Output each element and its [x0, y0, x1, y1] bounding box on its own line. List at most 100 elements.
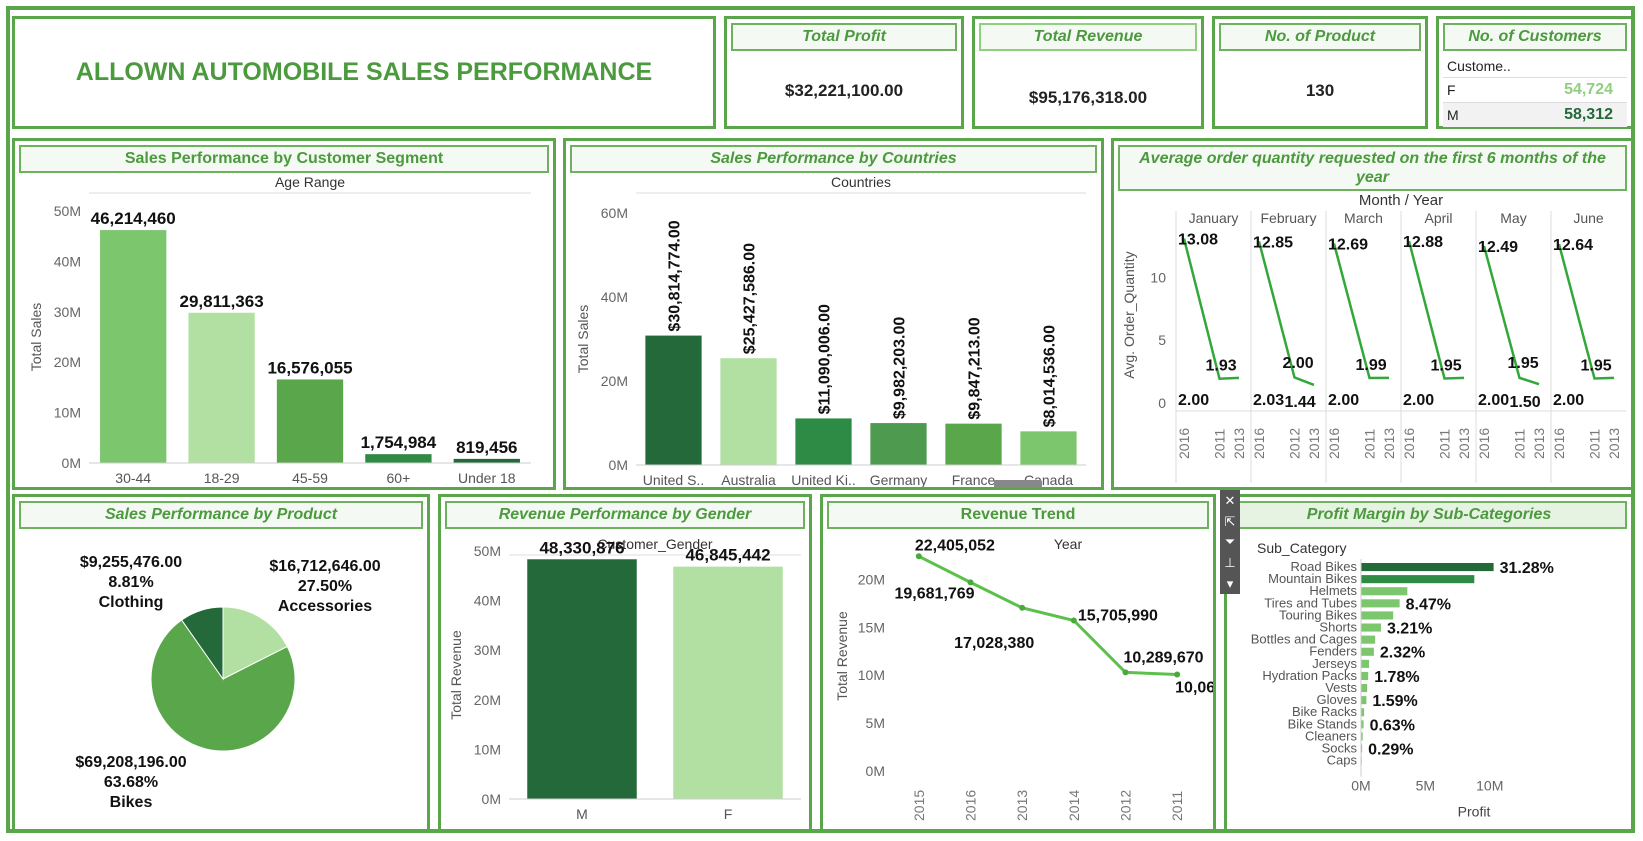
order-qty-panel-title: Average order quantity requested on the …: [1118, 145, 1627, 191]
slice-amount: $69,208,196.00: [75, 754, 186, 771]
year-tick-label: 2013: [1531, 428, 1547, 459]
year-tick-label: 2013: [1306, 428, 1322, 459]
kpi-customers-label: No. of Customers: [1443, 23, 1627, 51]
data-label: 1.95: [1508, 355, 1539, 372]
data-label: 1.93: [1206, 358, 1237, 375]
customers-row-m[interactable]: M 58,312: [1443, 103, 1627, 127]
bar: [1361, 599, 1400, 608]
data-label: 2.03: [1253, 392, 1284, 409]
data-label: 3.21%: [1387, 621, 1432, 638]
category-label: Tires and Tubes: [1264, 595, 1357, 610]
year-tick-label: 2013: [1456, 428, 1472, 459]
bar: [1361, 575, 1475, 584]
series-line: [1332, 243, 1390, 380]
order-qty-panel: Average order quantity requested on the …: [1111, 138, 1634, 490]
month-label: January: [1189, 210, 1239, 226]
x-tick-label: Australia: [721, 472, 776, 487]
bar: [188, 312, 255, 463]
x-tick-label: 60+: [387, 470, 411, 486]
slice-category: Accessories: [278, 598, 372, 615]
countries-chart: Countries 0M 20M 40M 60M Total Sales United S.…: [575, 175, 1086, 487]
bar: [1361, 708, 1365, 717]
bar: [945, 423, 1002, 465]
kpi-products-value: 130: [1305, 80, 1335, 100]
popout-icon[interactable]: ⇱: [1224, 513, 1236, 529]
close-icon[interactable]: ✕: [1224, 492, 1236, 508]
month-label: April: [1424, 210, 1452, 226]
y-tick-label: 0M: [482, 791, 501, 807]
data-label: 12.64: [1553, 237, 1593, 254]
segment-chart: Age Range 0M 10M 20M 30M 40M 50M Total Sales 30-…: [28, 175, 531, 486]
data-label: 1.78%: [1374, 669, 1419, 686]
kpi-total-revenue: Total Revenue $95,176,318.00: [972, 16, 1204, 129]
data-label: 1.59%: [1372, 693, 1417, 710]
data-label: 2.32%: [1380, 645, 1425, 662]
data-label: 1.50: [1510, 394, 1541, 411]
y-tick-label: 20M: [474, 692, 501, 708]
data-label: 15,705,990: [1078, 607, 1158, 624]
y-axis-label: Total Revenue: [448, 630, 464, 720]
drag-handle[interactable]: [994, 480, 1042, 488]
bar: [795, 418, 852, 465]
chart-header: Year: [1054, 536, 1083, 552]
x-tick-label: 2012: [1118, 790, 1134, 821]
chart-header: Customer_Gender: [597, 536, 713, 552]
gender-panel-title: Revenue Performance by Gender: [445, 501, 805, 529]
y-tick-label: 30M: [54, 304, 81, 320]
data-label: 10,289,670: [1124, 649, 1204, 666]
category-label: Vests: [1325, 680, 1357, 695]
x-tick-label: M: [576, 806, 588, 822]
bar: [1361, 623, 1381, 632]
trend-point: [915, 553, 922, 560]
y-tick-label: 10M: [474, 741, 501, 757]
category-label: Helmets: [1309, 583, 1357, 598]
trend-panel: Revenue Trend Year 0M 5M 10M 15M 20M Total Rev…: [820, 494, 1216, 832]
data-label: 12.49: [1478, 239, 1518, 256]
series-line: [1557, 243, 1615, 380]
bar: [673, 566, 783, 799]
category-label: Bottles and Cages: [1251, 632, 1358, 647]
year-tick-label: 2013: [1231, 428, 1247, 459]
data-label: 16,576,055: [267, 358, 352, 377]
pin-icon[interactable]: ⊥: [1224, 555, 1236, 571]
customers-row-key: M: [1447, 107, 1459, 123]
data-label: 46,845,442: [685, 546, 770, 565]
category-label: Road Bikes: [1291, 559, 1358, 574]
data-label: 22,405,052: [915, 537, 995, 554]
year-tick-label: 2016: [1326, 428, 1342, 459]
data-label: 1.95: [1581, 357, 1612, 374]
more-icon[interactable]: ▾: [1226, 576, 1234, 592]
year-tick-label: 2011: [1437, 429, 1453, 459]
segment-panel-title: Sales Performance by Customer Segment: [19, 145, 549, 173]
month-label: May: [1500, 210, 1526, 226]
customers-row-f[interactable]: F 54,724: [1443, 78, 1627, 103]
bar: [1361, 671, 1369, 680]
kpi-number-of-products: No. of Product 130: [1212, 16, 1428, 129]
filter-icon[interactable]: ⏷: [1224, 534, 1236, 550]
year-tick-label: 2016: [1551, 428, 1567, 459]
bar: [453, 458, 520, 463]
bar: [720, 358, 777, 465]
x-tick-label: 5M: [1416, 778, 1435, 794]
y-tick-label: 40M: [601, 289, 628, 305]
data-label: 2.00: [1178, 392, 1209, 409]
data-label: 2.00: [1328, 392, 1359, 409]
customers-table-header: Custome..: [1443, 55, 1627, 78]
category-label: Shorts: [1319, 620, 1357, 635]
bar: [1361, 647, 1374, 656]
year-tick-label: 2011: [1212, 429, 1228, 459]
bar: [276, 379, 344, 463]
gender-chart: Customer_Gender 0M 10M 20M 30M 40M 50M Total Re…: [448, 536, 801, 822]
y-tick-label: 50M: [474, 543, 501, 559]
product-panel: Sales Performance by Product $16,712,646…: [12, 494, 430, 832]
data-label: 1.44: [1285, 394, 1316, 411]
margin-panel-title: Profit Margin by Sub-Categories: [1231, 501, 1627, 529]
trend-point: [1019, 604, 1026, 611]
product-panel-title: Sales Performance by Product: [19, 501, 423, 529]
bar: [1361, 563, 1494, 572]
y-tick-label: 40M: [474, 593, 501, 609]
kpi-total-revenue-value: $95,176,318.00: [1028, 87, 1148, 107]
x-tick-label: Germany: [870, 472, 928, 487]
chart-header: Sub_Category: [1257, 540, 1347, 556]
data-label: 13.08: [1178, 232, 1218, 249]
